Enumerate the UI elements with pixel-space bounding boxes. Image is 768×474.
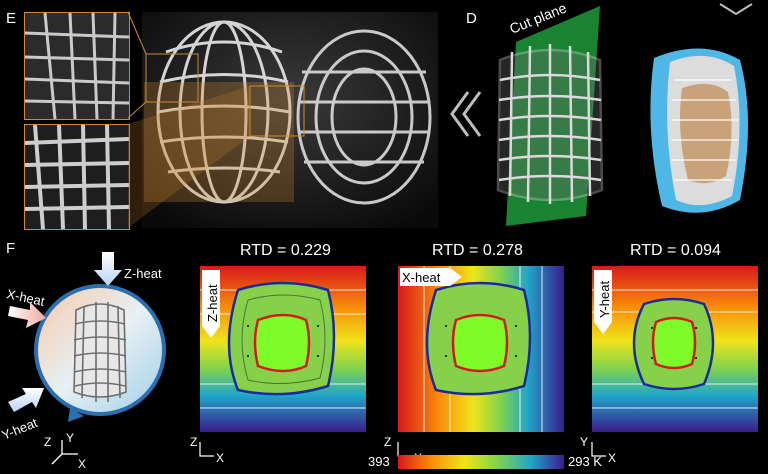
inner-contour-2 [451,313,509,373]
panel-f: F [0,232,768,474]
main-photo [142,12,438,228]
inset-connectors [127,11,250,228]
cage-render [496,44,604,204]
map1-axis-v: Z [190,435,197,449]
y-heat-arrow [8,388,44,412]
map2-rtd: RTD = 0.278 [432,242,523,259]
panel-d: D Cut plane [440,0,768,232]
z-heat-arrow [94,252,122,286]
y-heat-label: Y-heat [0,415,40,443]
map2-axis-v: Z [384,435,391,449]
cut-plane-label: Cut plane [507,4,569,37]
map2-heat-label: X-heat [402,270,441,285]
map1-axis-h: X [216,451,224,465]
x-heat-label: X-heat [5,286,46,309]
mini-axes [51,440,78,465]
map3-axis-h: X [608,451,616,465]
mini-axis-z: Z [44,435,51,449]
inset-photo-bottom [24,124,130,230]
corner-chevron-icon [719,3,753,16]
map3-rtd: RTD = 0.094 [630,242,721,259]
inset-photo-top [24,12,130,120]
ring-arrowhead [68,408,84,422]
map1-rtd: RTD = 0.229 [240,242,331,259]
map1-heat-label: Z-heat [205,284,220,322]
panel-e-letter: E [6,10,17,27]
map3-axes [591,442,606,457]
map1-axes [199,442,214,457]
map3-heat-label: Y-heat [597,281,612,318]
mini-axis-y: Y [66,431,74,445]
left-chevrons [450,91,482,137]
z-heat-label: Z-heat [124,266,162,281]
panel-d-letter: D [466,10,477,27]
cage-ring-photo [296,29,432,205]
x-heat-arrow [8,302,46,328]
cage-heated [73,302,127,402]
inner-contour-1 [253,313,311,373]
colorbar-min-label: 393 [368,454,390,469]
panel-f-letter: F [6,240,16,257]
cage-head-photo [156,20,292,204]
mini-axis-x: X [78,457,86,471]
map3-axis-v: Y [580,435,588,449]
map2-axes [397,442,412,457]
panel-e: E [0,0,440,232]
inner-contour-3 [651,316,697,370]
colorbar [398,455,564,469]
colorbar-max-label: 293 K [568,454,602,469]
cut-section-render [650,48,748,213]
